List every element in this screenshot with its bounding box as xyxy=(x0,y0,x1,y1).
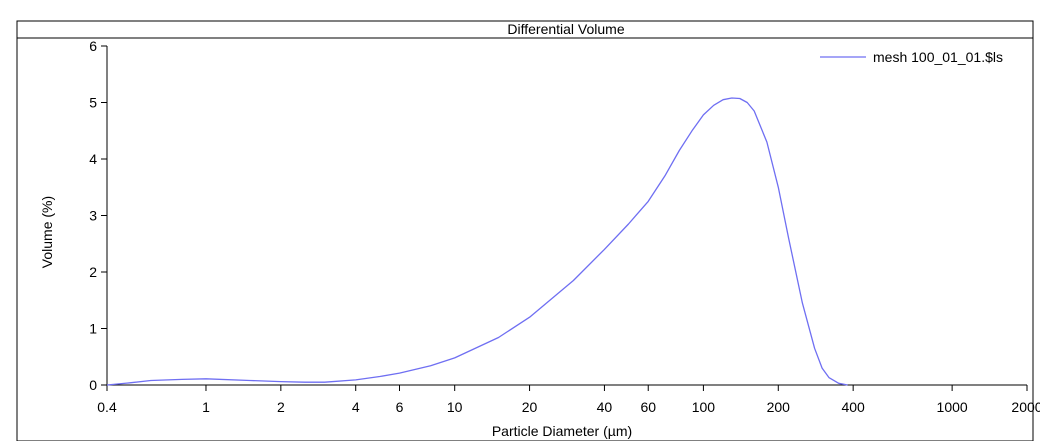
x-tick-label: 2000 xyxy=(1011,399,1040,415)
y-tick-label: 0 xyxy=(89,377,97,393)
x-axis-label: Particle Diameter (µm) xyxy=(492,423,632,439)
y-tick-label: 3 xyxy=(89,208,97,224)
x-tick-label: 20 xyxy=(522,399,538,415)
legend: mesh 100_01_01.$ls xyxy=(820,49,1003,65)
x-tick-label: 1000 xyxy=(937,399,968,415)
y-axis-label: Volume (%) xyxy=(39,196,55,268)
x-tick-label: 1 xyxy=(202,399,210,415)
x-tick-label: 40 xyxy=(597,399,613,415)
legend-label: mesh 100_01_01.$ls xyxy=(873,49,1003,65)
chart-title: Differential Volume xyxy=(507,21,624,37)
x-ticks: 0.4 1 2 4 6 10 20 40 60 100 200 400 1000 2000 xyxy=(97,385,1040,415)
y-ticks: 0 1 2 3 4 5 6 xyxy=(89,38,107,393)
series-group xyxy=(106,97,848,386)
x-tick-label: 60 xyxy=(640,399,656,415)
y-tick-label: 5 xyxy=(89,95,97,111)
y-tick-label: 6 xyxy=(89,38,97,54)
x-tick-label: 0.4 xyxy=(97,399,117,415)
x-tick-label: 400 xyxy=(841,399,865,415)
series-line xyxy=(106,97,848,386)
x-tick-label: 10 xyxy=(447,399,463,415)
x-tick-label: 100 xyxy=(692,399,716,415)
x-tick-label: 4 xyxy=(352,399,360,415)
x-tick-label: 6 xyxy=(396,399,404,415)
x-tick-label: 2 xyxy=(277,399,285,415)
chart-frame xyxy=(16,20,1034,441)
y-tick-label: 4 xyxy=(89,151,97,167)
y-tick-label: 2 xyxy=(89,264,97,280)
y-tick-label: 1 xyxy=(89,321,97,337)
x-tick-label: 200 xyxy=(767,399,791,415)
